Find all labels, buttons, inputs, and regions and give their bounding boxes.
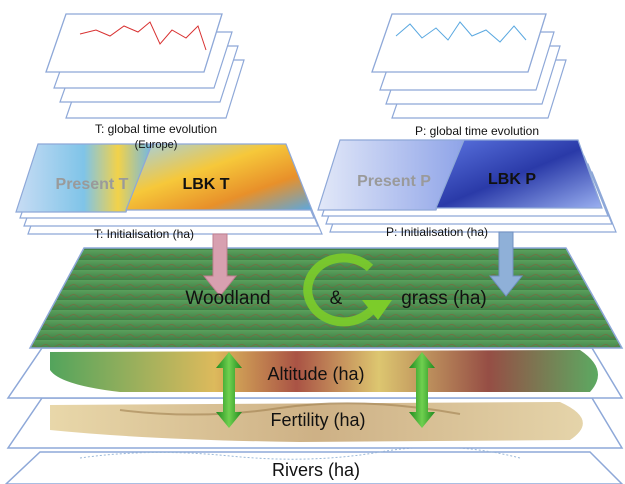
- p-initialisation-stack: [317, 139, 617, 233]
- woodland-label: Woodland: [185, 288, 270, 309]
- present-p-label: Present P: [357, 173, 431, 190]
- t-down-arrow: [202, 233, 238, 297]
- p-time-evolution-label: P: global time evolution: [415, 124, 539, 138]
- fertility-label: Fertility (ha): [270, 410, 365, 430]
- p-initialisation-label: P: Initialisation (ha): [386, 225, 488, 239]
- p-time-evolution-stack: [371, 13, 567, 119]
- altitude-label: Altitude (ha): [267, 364, 364, 384]
- t-time-evolution-label: T: global time evolution: [95, 122, 217, 136]
- lbk-p-label: LBK P: [488, 171, 536, 188]
- fertility-layer: [6, 397, 624, 449]
- present-t-label: Present T: [56, 176, 129, 193]
- lbk-p-map: [435, 139, 603, 209]
- t-initialisation-stack: [15, 143, 323, 235]
- t-time-evolution-sublabel: (Europe): [135, 139, 178, 151]
- lbk-t-map: [125, 143, 313, 211]
- grass-label: grass (ha): [401, 288, 487, 309]
- t-time-evolution-stack: [45, 13, 245, 119]
- lbk-t-label: LBK T: [182, 176, 229, 193]
- rivers-layer: [4, 446, 624, 484]
- woodland-grass-layer: [28, 247, 624, 349]
- t-initialisation-label: T: Initialisation (ha): [94, 227, 194, 241]
- altitude-layer: [6, 347, 624, 399]
- double-arrow-right: [409, 352, 435, 428]
- cycle-arrow-icon: [303, 253, 392, 327]
- rivers-label: Rivers (ha): [272, 460, 360, 480]
- present-t-map: [15, 143, 153, 213]
- present-p-map: [317, 139, 465, 211]
- ampersand-label: &: [330, 288, 343, 309]
- double-arrow-left: [216, 352, 242, 428]
- p-down-arrow: [488, 231, 524, 297]
